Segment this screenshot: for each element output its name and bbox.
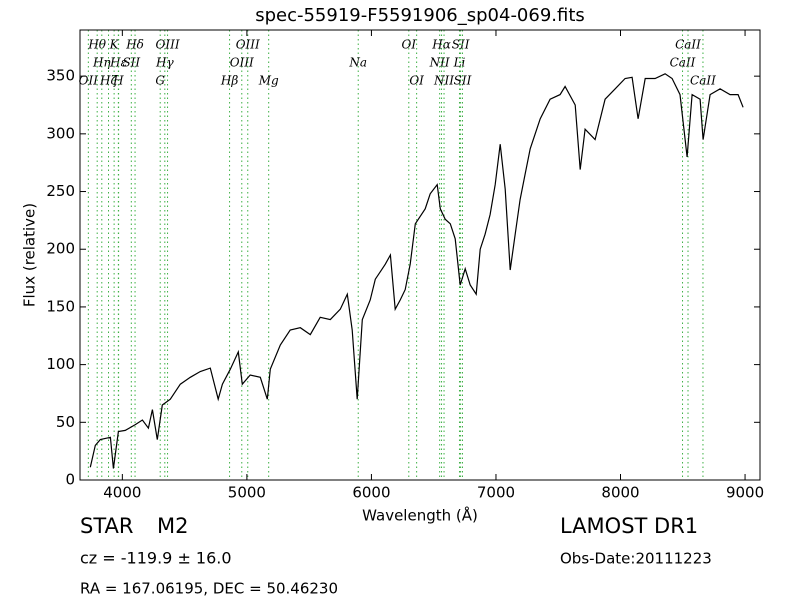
x-tick-label: 6000 xyxy=(352,484,390,502)
y-tick-label: 350 xyxy=(46,67,75,85)
y-tick-label: 200 xyxy=(46,240,75,258)
subclass: M2 xyxy=(157,514,188,538)
survey: LAMOST DR1 xyxy=(560,514,698,538)
chart-title: spec-55919-F5591906_sp04-069.fits xyxy=(255,5,585,26)
y-tick-label: 150 xyxy=(46,297,75,315)
spectral-line-label: Hα xyxy=(431,38,451,52)
spectral-line-label: OIII xyxy=(156,38,180,52)
spectral-line-label: NII xyxy=(433,74,454,88)
y-tick-label: 0 xyxy=(65,471,75,489)
spectral-line-label: CaII xyxy=(675,38,701,52)
plot-frame xyxy=(79,29,761,481)
y-axis-label: Flux (relative) xyxy=(21,203,39,307)
spectral-line-label: SII xyxy=(122,56,140,70)
y-tick-label: 250 xyxy=(46,182,75,200)
x-tick-label: 5000 xyxy=(228,484,266,502)
spectral-line-label: Hθ xyxy=(87,38,106,52)
spectral-line-label: OIII xyxy=(230,56,254,70)
spectral-line-label: SII xyxy=(452,38,470,52)
x-tick-label: 4000 xyxy=(103,484,141,502)
object-class: STAR xyxy=(80,514,133,538)
spectrum-line xyxy=(89,73,744,469)
spectral-line-label: OI xyxy=(409,74,424,88)
spectral-line-label: Li xyxy=(453,56,466,70)
x-tick-label: 7000 xyxy=(477,484,515,502)
y-tick-label: 50 xyxy=(56,413,75,431)
x-tick-label: 8000 xyxy=(601,484,639,502)
x-tick-label: 9000 xyxy=(726,484,764,502)
spectral-line-label: CaII xyxy=(690,74,716,88)
y-tick-label: 100 xyxy=(46,355,75,373)
spectral-line-label: NII xyxy=(429,56,450,70)
spectral-line-label: OII xyxy=(79,74,99,88)
redshift: cz = -119.9 ± 16.0 xyxy=(80,549,232,568)
spectral-line-label: Na xyxy=(348,56,367,70)
spectral-line-label: Hγ xyxy=(155,56,174,70)
spectral-line-label: SII xyxy=(454,74,472,88)
spectral-line-label: Hδ xyxy=(125,38,144,52)
spectral-line-label: Hβ xyxy=(220,74,238,88)
y-tick-label: 300 xyxy=(46,124,75,142)
spectral-line-label: OIII xyxy=(236,38,260,52)
spectral-line-label: Hη xyxy=(92,56,111,70)
spectral-line-label: CaII xyxy=(670,56,696,70)
spectral-line-label: K xyxy=(109,38,120,52)
spectral-line-label: H xyxy=(112,74,124,88)
spectral-line-label: OI xyxy=(402,38,417,52)
spectral-line-label: Mg xyxy=(258,74,279,88)
x-axis-label: Wavelength (Å) xyxy=(362,506,478,525)
spectral-line-label: G xyxy=(155,74,165,88)
obs-date: Obs-Date:20111223 xyxy=(560,550,712,568)
coordinates: RA = 167.06195, DEC = 50.46230 xyxy=(80,580,338,598)
